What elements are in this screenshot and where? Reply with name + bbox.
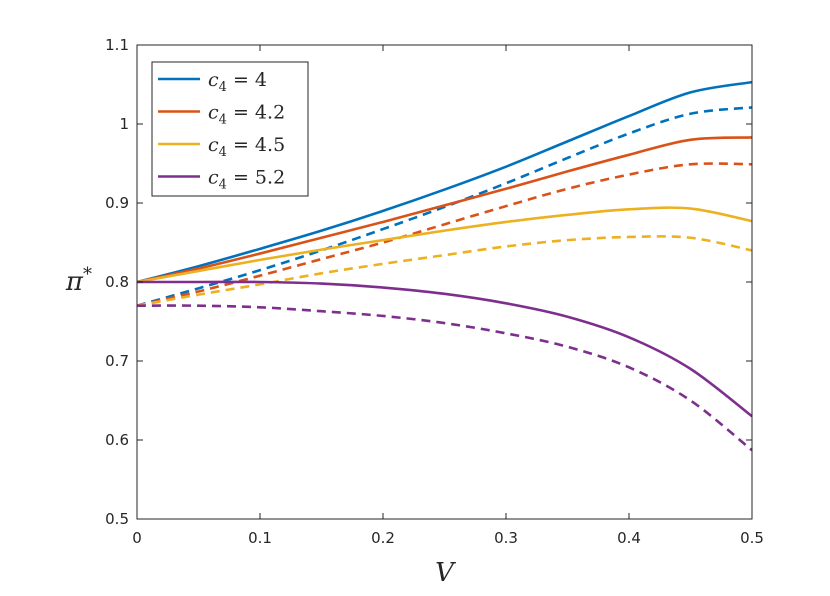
series-line-solid-3: [136, 206, 753, 284]
x-tick-label: 0.3: [494, 529, 518, 547]
x-tick-label: 0: [132, 529, 142, 547]
legend-entry: c4 = 5.2: [208, 167, 285, 193]
series-line-dashed-1: [136, 106, 753, 307]
legend-entry: c4 = 4.5: [208, 134, 285, 160]
x-axis-label: V: [435, 558, 456, 588]
x-tick-label: 0.1: [248, 529, 272, 547]
legend: c4 = 4 c4 = 4.2 c4 = 4.5 c4 = 5.2: [151, 61, 309, 197]
tick-marks: [136, 44, 753, 520]
y-tick-label: 0.8: [105, 273, 129, 291]
series-line-solid-1: [136, 80, 753, 284]
series-line-dashed-2: [136, 162, 753, 307]
legend-entry: c4 = 4: [208, 69, 267, 95]
y-tick-label: 1.1: [105, 36, 129, 54]
series-line-solid-2: [136, 136, 753, 284]
x-tick-label: 0.4: [617, 529, 641, 547]
tick-labels: 0 0.1 0.2 0.3 0.4 0.5 0.5 0.6 0.7 0.8 0.9 1 1.1: [105, 36, 764, 547]
y-tick-label: 0.5: [105, 510, 129, 528]
y-tick-label: 1: [119, 115, 129, 133]
legend-entry: c4 = 4.2: [208, 102, 285, 128]
x-tick-label: 0.5: [740, 529, 764, 547]
y-tick-label: 0.7: [105, 352, 129, 370]
plot-lines: [136, 80, 753, 452]
series-line-solid-4: [136, 280, 753, 418]
y-axis-label-symbol: π*: [65, 264, 92, 297]
x-tick-label: 0.2: [371, 529, 395, 547]
y-tick-label: 0.6: [105, 431, 129, 449]
y-axis-label: π*: [65, 264, 92, 297]
y-tick-label: 0.9: [105, 194, 129, 212]
legend-box: [151, 61, 309, 197]
series-line-dashed-3: [136, 235, 753, 307]
series-line-dashed-4: [136, 304, 753, 452]
